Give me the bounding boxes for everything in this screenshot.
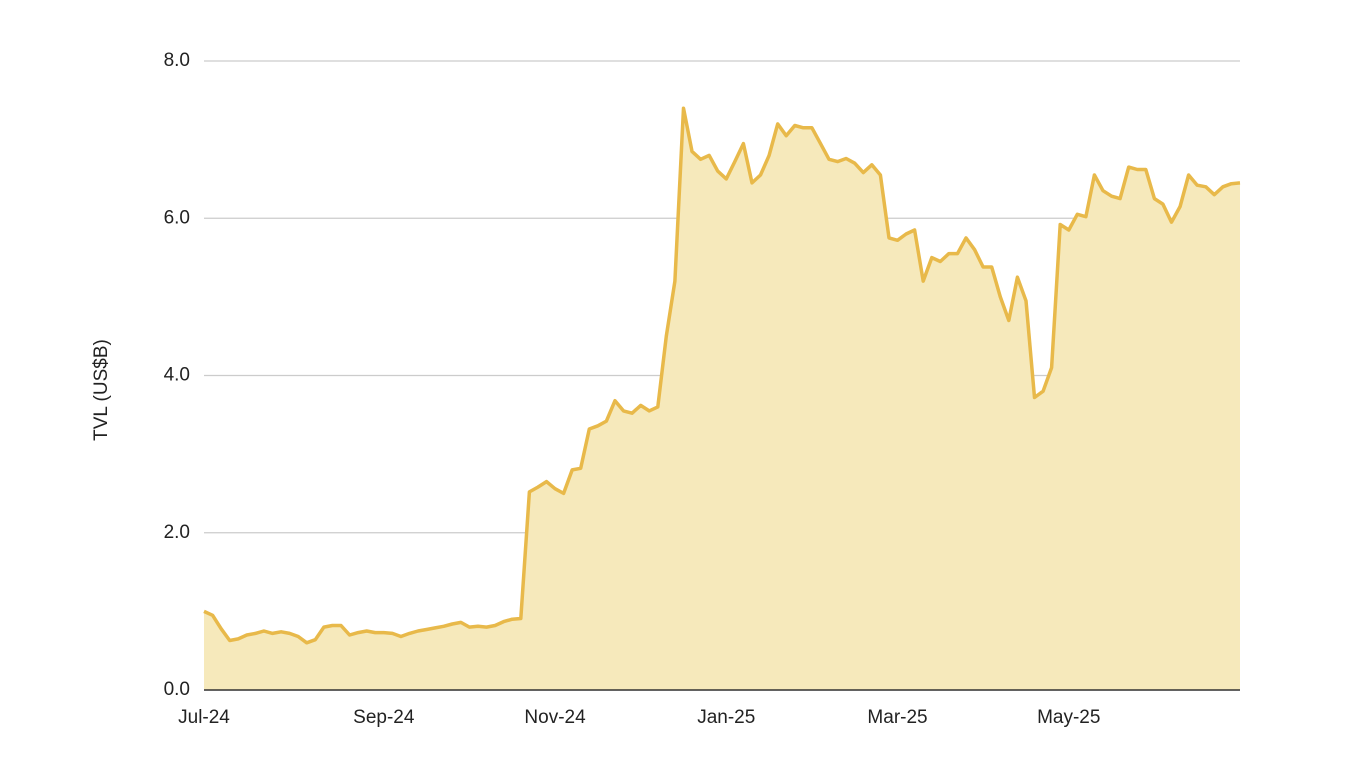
y-tick-label: 2.0 (164, 522, 190, 543)
x-tick-label: Jul-24 (178, 707, 230, 728)
y-axis-label: TVL (US$B) (91, 339, 112, 441)
x-tick-label: May-25 (1037, 707, 1100, 728)
y-tick-label: 4.0 (164, 365, 190, 386)
x-tick-label: Nov-24 (524, 707, 586, 728)
x-tick-label: Jan-25 (697, 707, 755, 728)
area-fill (204, 108, 1240, 690)
y-tick-label: 6.0 (164, 207, 190, 228)
y-tick-label: 8.0 (164, 50, 190, 71)
line (203, 106, 1241, 645)
y-tick-label: 0.0 (164, 679, 190, 700)
x-tick-label: Sep-24 (353, 707, 415, 728)
x-tick-label: Mar-25 (867, 707, 927, 728)
